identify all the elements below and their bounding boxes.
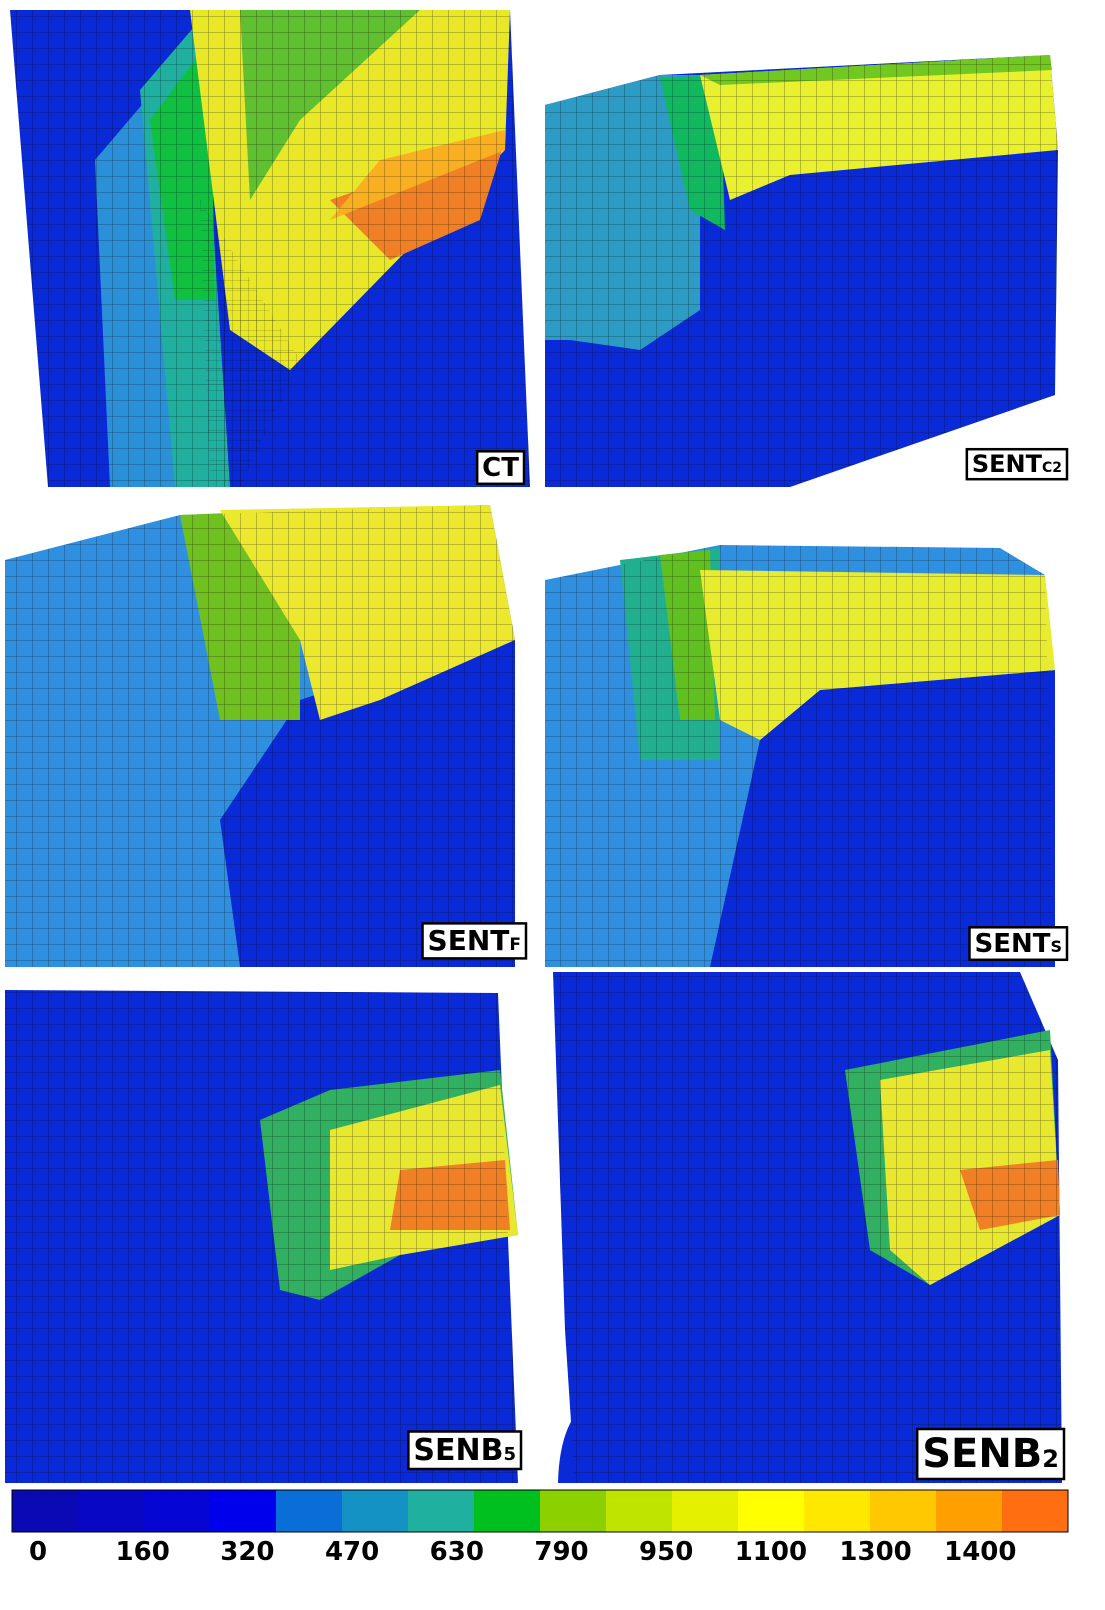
- colorbar-band: [78, 1490, 145, 1532]
- colorbar-tick-label: 1400: [944, 1537, 1016, 1567]
- label-box: [968, 926, 1069, 962]
- panel-sent-s: [545, 545, 1055, 967]
- panel-label: CT: [475, 450, 526, 486]
- colorbar-band: [12, 1490, 79, 1532]
- colorbar-tick-label: 790: [534, 1537, 588, 1567]
- label-text: SENTF: [428, 924, 521, 957]
- label-box: [915, 1427, 1066, 1481]
- label-box: [965, 447, 1069, 481]
- label-main: CT: [482, 453, 519, 483]
- label-box: [421, 922, 528, 960]
- colorbar: 0 160 320 470 630 790 950 1100 1300 1400: [11, 1489, 1069, 1567]
- label-sub: F: [509, 935, 521, 955]
- label-text: SENB5: [413, 1433, 516, 1468]
- label-text: SENTC2: [972, 450, 1062, 478]
- colorbar-band: [606, 1490, 673, 1532]
- colorbar-tick-label: 320: [220, 1537, 274, 1567]
- panel-label: SENB2: [915, 1427, 1066, 1481]
- label-box: [407, 1430, 523, 1471]
- colorbar-tick-label: 0: [29, 1537, 47, 1567]
- colorbar-band: [540, 1490, 607, 1532]
- panel-label: SENTC2: [965, 447, 1069, 481]
- label-main: SENT: [974, 929, 1050, 959]
- colorbar-band: [804, 1490, 871, 1532]
- label-main: SENB: [922, 1431, 1042, 1477]
- label-sub: S: [1050, 937, 1062, 956]
- colorbar-band: [408, 1490, 475, 1532]
- label-main: SENT: [972, 450, 1043, 478]
- colorbar-tick-label: 160: [116, 1537, 170, 1567]
- label-box: [475, 450, 526, 486]
- colorbar-band: [936, 1490, 1003, 1532]
- colorbar-tick-label: 1300: [839, 1537, 911, 1567]
- colorbar-tick-label: 470: [325, 1537, 379, 1567]
- label-sub: 5: [503, 1444, 516, 1465]
- colorbar-tick-label: 950: [639, 1537, 693, 1567]
- panel-senb-2: [553, 972, 1062, 1483]
- colorbar-band: [342, 1490, 409, 1532]
- colorbar-band: [210, 1490, 277, 1532]
- colorbar-band: [1002, 1490, 1069, 1532]
- panel-label: SENB5: [407, 1430, 523, 1471]
- colorbar-band: [870, 1490, 937, 1532]
- colorbar-band: [474, 1490, 541, 1532]
- label-sub: C2: [1042, 460, 1062, 476]
- panel-sent-c2: [545, 55, 1058, 487]
- colorbar-tick-label: 1100: [735, 1537, 807, 1567]
- colorbar-band: [738, 1490, 805, 1532]
- colorbar-band: [672, 1490, 739, 1532]
- colorbar-frame: [11, 1489, 1069, 1533]
- panel-senb-5: [5, 990, 518, 1483]
- label-sub: 2: [1042, 1445, 1059, 1473]
- panel-sent-f: [5, 505, 515, 967]
- label-main: SENT: [428, 924, 510, 957]
- label-text: SENB2: [922, 1431, 1059, 1477]
- panel-label: SENTF: [421, 922, 528, 960]
- panel-ct: [10, 10, 530, 487]
- label-text: CT: [482, 453, 519, 483]
- panel-label: SENTS: [968, 926, 1069, 962]
- colorbar-tick-label: 630: [430, 1537, 484, 1567]
- colorbar-band: [144, 1490, 211, 1532]
- colorbar-band: [276, 1490, 343, 1532]
- label-main: SENB: [413, 1433, 503, 1468]
- label-text: SENTS: [974, 929, 1062, 959]
